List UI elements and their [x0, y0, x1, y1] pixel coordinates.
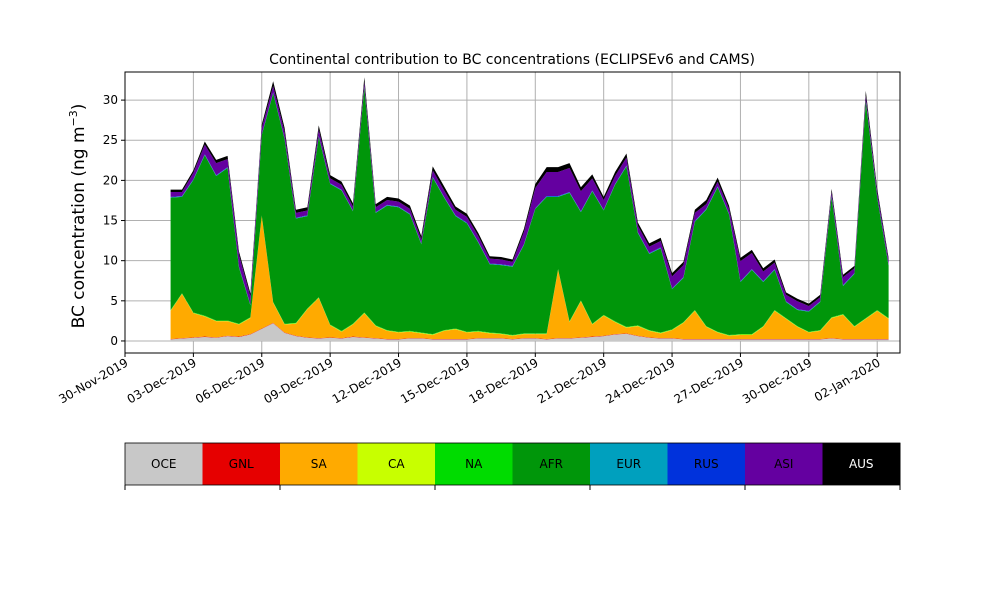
x-tick-label: 27-Dec-2019 [672, 355, 746, 406]
y-tick-label: 15 [103, 214, 118, 228]
x-tick-label: 06-Dec-2019 [193, 355, 267, 406]
legend-frame [124, 442, 901, 486]
y-tick-label: 10 [103, 254, 118, 268]
x-tick-label: 15-Dec-2019 [398, 355, 472, 406]
area-sa [170, 216, 889, 339]
legend-label-afr: AFR [540, 457, 563, 471]
legend-label-eur: EUR [616, 457, 641, 471]
x-tick-label: 02-Jan-2020 [812, 355, 883, 404]
x-tick-label: 03-Dec-2019 [125, 355, 199, 406]
legend-swatch-eur [590, 443, 668, 485]
x-tick-label: 21-Dec-2019 [535, 355, 609, 406]
legend-swatch-rus [667, 443, 746, 485]
legend-swatch-aus [822, 443, 901, 485]
legend-label-oce: OCE [151, 457, 176, 471]
legend-label-sa: SA [311, 457, 328, 471]
y-tick-label: 0 [110, 334, 118, 348]
legend-swatch-asi [745, 443, 823, 485]
x-tick-label: 18-Dec-2019 [467, 355, 541, 406]
legend-swatch-ca [357, 443, 436, 485]
legend-colorbar: OCE GNL SA CA NA AFR EUR RUS ASI AUS [124, 442, 901, 490]
legend-swatch-oce [125, 443, 203, 485]
stacked-areas [170, 77, 889, 341]
legend-swatch-na [435, 443, 513, 485]
x-tick-label: 24-Dec-2019 [603, 355, 677, 406]
y-axis-label: BC concentration (ng m−3) [67, 104, 89, 329]
y-tick-label: 5 [110, 294, 118, 308]
y-axis-label-superscript: −3 [67, 110, 80, 126]
legend-label-aus: AUS [849, 457, 874, 471]
chart-title: Continental contribution to BC concentra… [269, 52, 755, 68]
y-axis-label-close: ) [69, 104, 89, 111]
legend-label-asi: ASI [774, 457, 793, 471]
legend-label-rus: RUS [694, 457, 719, 471]
plot-frame [124, 71, 901, 354]
area-oce [170, 323, 889, 341]
y-tick-label: 20 [103, 173, 118, 187]
legend-label-na: NA [465, 457, 483, 471]
area-afr [170, 87, 889, 335]
x-tick-label: 30-Dec-2019 [740, 355, 814, 406]
legend-swatch-sa [280, 443, 358, 485]
x-tick-label: 09-Dec-2019 [261, 355, 335, 406]
y-axis-label-main: BC concentration (ng m [69, 126, 89, 328]
legend-swatch-afr [512, 443, 591, 485]
y-tick-label: 30 [103, 93, 118, 107]
x-tick-label: 12-Dec-2019 [330, 355, 404, 406]
x-tick-label: 30-Nov-2019 [56, 355, 130, 406]
y-tick-label: 25 [103, 133, 118, 147]
legend-swatch-gnl [202, 443, 281, 485]
legend-label-ca: CA [388, 457, 405, 471]
legend-label-gnl: GNL [229, 457, 254, 471]
